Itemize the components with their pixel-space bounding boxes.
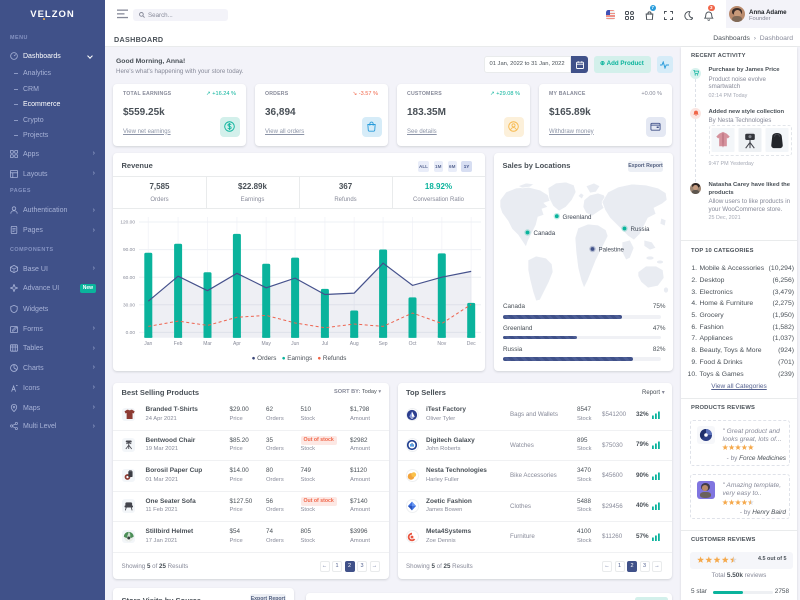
svg-text:Sep: Sep <box>379 341 388 347</box>
svg-text:Palestine: Palestine <box>599 247 625 254</box>
svg-text:120.00: 120.00 <box>120 220 135 226</box>
svg-text:Dec: Dec <box>467 341 476 347</box>
svg-text:0.00: 0.00 <box>126 330 136 336</box>
svg-text:90.00: 90.00 <box>123 247 135 253</box>
svg-text:Jun: Jun <box>291 341 299 347</box>
svg-text:Nov: Nov <box>437 341 446 347</box>
svg-text:Feb: Feb <box>174 341 183 347</box>
svg-text:60.00: 60.00 <box>123 275 135 281</box>
svg-text:Mar: Mar <box>203 341 212 347</box>
svg-text:Jan: Jan <box>144 341 152 347</box>
svg-text:Canada: Canada <box>534 230 556 237</box>
svg-text:Oct: Oct <box>409 341 417 347</box>
svg-text:Apr: Apr <box>233 341 241 347</box>
svg-text:Greenland: Greenland <box>563 214 592 221</box>
svg-text:Jul: Jul <box>322 341 328 347</box>
svg-text:30.00: 30.00 <box>123 302 135 308</box>
svg-text:Russia: Russia <box>631 226 650 233</box>
svg-text:Aug: Aug <box>350 341 359 347</box>
svg-text:May: May <box>261 341 271 347</box>
